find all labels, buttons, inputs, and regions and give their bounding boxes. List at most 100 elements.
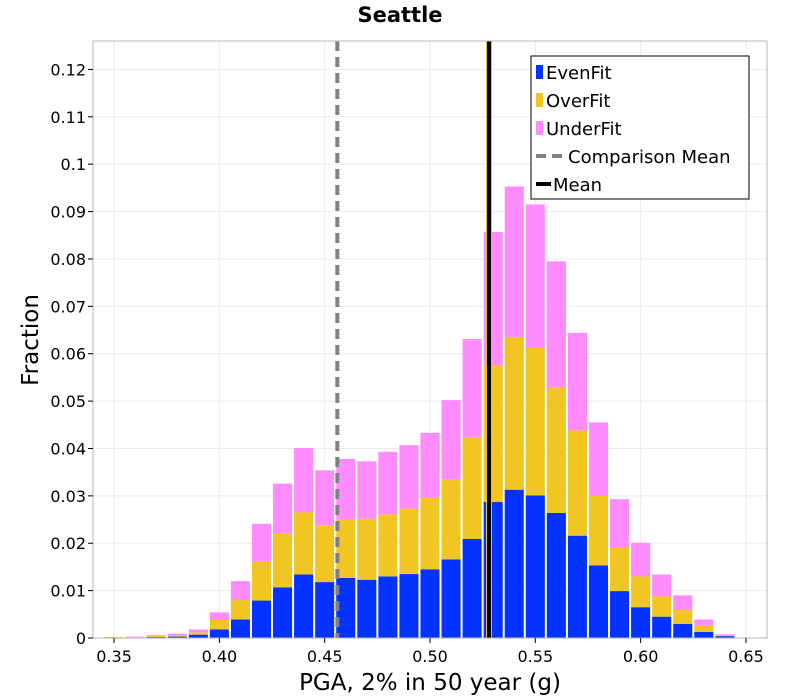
bar-overfit-27 (673, 610, 693, 624)
bar-overfit-14 (399, 508, 419, 575)
bar-underfit-12 (357, 461, 377, 519)
bar-overfit-3 (167, 635, 187, 637)
bar-evenfit-26 (652, 616, 672, 638)
bar-evenfit-13 (378, 576, 398, 638)
y-tick-label-6: 0.06 (50, 345, 86, 364)
bar-evenfit-28 (694, 631, 714, 638)
y-tick-label-10: 0.1 (61, 155, 86, 174)
x-tick-label-3: 0.50 (412, 647, 448, 666)
legend-label-comparison-mean: Comparison Mean (568, 147, 731, 168)
mean-lines (335, 41, 492, 638)
bar-evenfit-15 (420, 569, 440, 638)
x-axis-label: PGA, 2% in 50 year (g) (299, 670, 561, 696)
legend-box (530, 55, 750, 200)
bar-evenfit-10 (315, 582, 335, 638)
bar-evenfit-4 (188, 634, 208, 638)
bar-overfit-7 (251, 561, 272, 601)
x-tick-label-2: 0.45 (307, 647, 343, 666)
bar-evenfit-11 (336, 577, 356, 638)
bar-underfit-25 (631, 542, 651, 577)
bar-underfit-5 (209, 612, 229, 620)
bar-overfit-25 (631, 576, 651, 608)
bar-overfit-21 (546, 386, 566, 513)
bar-overfit-12 (357, 518, 377, 580)
y-tick-label-8: 0.08 (50, 250, 86, 269)
bar-evenfit-27 (673, 623, 693, 638)
bar-underfit-13 (378, 451, 398, 515)
bar-underfit-22 (567, 332, 587, 431)
y-axis-label: Fraction (18, 294, 44, 386)
legend: EvenFit OverFit UnderFit Comparison Mean Mea… (530, 55, 750, 200)
bar-evenfit-14 (399, 574, 419, 638)
bar-underfit-6 (230, 581, 250, 601)
bar-evenfit-8 (273, 587, 293, 638)
bar-evenfit-5 (209, 629, 229, 638)
legend-label-overfit: OverFit (546, 91, 610, 112)
bar-underfit-2 (146, 635, 166, 637)
y-tick-label-5: 0.05 (50, 392, 86, 411)
bar-evenfit-21 (546, 512, 566, 638)
bar-overfit-9 (294, 512, 314, 575)
bar-overfit-20 (525, 348, 545, 496)
x-tick-label-4: 0.55 (518, 647, 554, 666)
bar-evenfit-23 (588, 565, 609, 638)
bar-evenfit-17 (462, 538, 482, 638)
y-tick-label-9: 0.09 (50, 203, 86, 222)
legend-swatch-underfit (536, 121, 543, 135)
bar-underfit-8 (273, 483, 293, 534)
bar-evenfit-25 (631, 607, 651, 638)
bar-evenfit-3 (167, 636, 187, 638)
x-tick-label-0: 0.35 (96, 647, 132, 666)
bar-overfit-28 (694, 625, 714, 632)
bar-underfit-3 (167, 633, 187, 636)
y-tick-label-11: 0.11 (50, 108, 86, 127)
bar-underfit-20 (525, 204, 545, 349)
bar-overfit-24 (610, 547, 630, 592)
bar-overfit-22 (567, 430, 587, 536)
bar-underfit-7 (251, 523, 272, 562)
bar-overfit-13 (378, 514, 398, 577)
bar-overfit-6 (230, 600, 250, 620)
bar-overfit-5 (209, 619, 229, 630)
y-tick-label-4: 0.04 (50, 439, 86, 458)
y-tick-label-12: 0.12 (50, 60, 86, 79)
bar-underfit-14 (399, 445, 419, 509)
bar-overfit-4 (188, 632, 208, 635)
bar-underfit-24 (610, 499, 630, 548)
x-tick-label-6: 0.65 (728, 647, 764, 666)
y-tick-label-1: 0.01 (50, 582, 86, 601)
bar-overfit-11 (336, 519, 356, 578)
bar-evenfit-16 (441, 559, 461, 638)
bar-underfit-26 (652, 574, 672, 597)
bar-evenfit-24 (610, 591, 630, 638)
legend-swatch-evenfit (536, 65, 543, 79)
bar-evenfit-20 (525, 495, 545, 638)
bar-overfit-10 (315, 525, 335, 583)
legend-label-underfit: UnderFit (546, 119, 622, 140)
bars (104, 186, 735, 638)
bar-overfit-17 (462, 437, 482, 539)
legend-label-mean: Mean (553, 175, 602, 196)
legend-label-evenfit: EvenFit (546, 63, 612, 84)
bar-evenfit-22 (567, 535, 587, 638)
y-axis-ticks: 0 0.01 0.02 0.03 0.04 0.05 0.06 0.07 0.08 0.09 0.1… (50, 60, 93, 648)
x-tick-label-1: 0.40 (202, 647, 238, 666)
bar-underfit-10 (315, 470, 335, 526)
y-tick-label-2: 0.02 (50, 534, 86, 553)
x-tick-label-5: 0.60 (623, 647, 659, 666)
bar-underfit-4 (188, 629, 208, 633)
bar-overfit-16 (441, 479, 461, 560)
x-axis-ticks: 0.35 0.40 0.45 0.50 0.55 0.60 0.65 (96, 638, 764, 666)
chart-title: Seattle (357, 3, 442, 27)
bar-underfit-11 (336, 458, 356, 520)
bar-evenfit-12 (357, 579, 377, 638)
bar-overfit-15 (420, 497, 440, 570)
bar-underfit-19 (504, 186, 524, 338)
legend-swatch-overfit (536, 93, 543, 107)
bar-underfit-15 (420, 432, 440, 498)
y-tick-label-7: 0.07 (50, 297, 86, 316)
bar-underfit-17 (462, 339, 482, 438)
y-tick-label-0: 0 (76, 629, 86, 648)
bar-overfit-2 (146, 636, 166, 638)
